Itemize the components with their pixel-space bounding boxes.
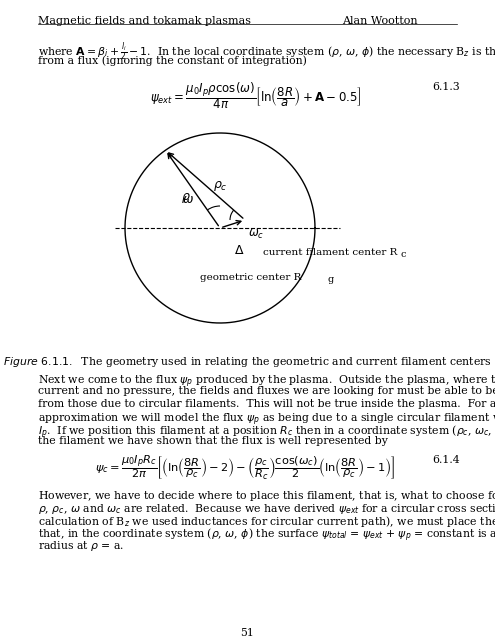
Text: the filament we have shown that the flux is well represented by: the filament we have shown that the flux… [38, 436, 388, 447]
Text: current and no pressure, the fields and fluxes we are looking for must be able t: current and no pressure, the fields and … [38, 387, 495, 397]
Text: $\it{Figure\ 6.1.1.}$  The geometry used in relating the geometric and current f: $\it{Figure\ 6.1.1.}$ The geometry used … [3, 355, 492, 369]
Text: $I_p$.  If we position this filament at a position $R_c$ then in a coordinate sy: $I_p$. If we position this filament at a… [38, 424, 495, 442]
Text: $\psi_{ext} = \dfrac{\mu_0 I_p \rho \cos(\omega)}{4\pi} \left[ \ln\!\left(\dfrac: $\psi_{ext} = \dfrac{\mu_0 I_p \rho \cos… [150, 80, 361, 111]
Text: 6.1.4: 6.1.4 [432, 455, 460, 465]
Text: geometric center R: geometric center R [200, 273, 301, 282]
Text: Magnetic fields and tokamak plasmas: Magnetic fields and tokamak plasmas [38, 16, 251, 26]
Text: approximation we will model the flux $\psi_p$ as being due to a single circular : approximation we will model the flux $\p… [38, 412, 495, 428]
Text: from those due to circular filaments.  This will not be true inside the plasma. : from those due to circular filaments. Th… [38, 399, 495, 409]
Text: g: g [328, 275, 334, 284]
Text: 51: 51 [241, 628, 254, 638]
Text: $\rho_c$: $\rho_c$ [213, 179, 228, 193]
Text: $\Delta$: $\Delta$ [235, 244, 245, 257]
Text: $\psi_c = \dfrac{\mu_0 I_p R_c}{2\pi} \left[ \left( \ln\!\left(\dfrac{8R}{\rho_c: $\psi_c = \dfrac{\mu_0 I_p R_c}{2\pi} \l… [95, 453, 396, 481]
Text: However, we have to decide where to place this filament, that is, what to choose: However, we have to decide where to plac… [38, 489, 495, 503]
Text: radius at $\rho$ = a.: radius at $\rho$ = a. [38, 539, 124, 553]
Text: current filament center R: current filament center R [263, 248, 397, 257]
Text: $\omega_c$: $\omega_c$ [248, 228, 264, 241]
Text: $\rho$: $\rho$ [181, 191, 191, 205]
Text: $\rho$, $\rho_c$, $\omega$ and $\omega_c$ are related.  Because we have derived : $\rho$, $\rho_c$, $\omega$ and $\omega_c… [38, 502, 495, 516]
Text: from a flux (ignoring the constant of integration): from a flux (ignoring the constant of in… [38, 55, 307, 65]
Text: that, in the coordinate system ($\rho$, $\omega$, $\phi$) the surface $\psi_{tot: that, in the coordinate system ($\rho$, … [38, 527, 495, 544]
Text: 6.1.3: 6.1.3 [432, 82, 460, 92]
Text: Alan Wootton: Alan Wootton [342, 16, 418, 26]
Text: $\omega$: $\omega$ [182, 193, 194, 206]
Text: calculation of B$_z$ we used inductances for circular current path), we must pla: calculation of B$_z$ we used inductances… [38, 514, 495, 529]
Text: c: c [401, 250, 406, 259]
Text: Next we come to the flux $\psi_p$ produced by the plasma.  Outside the plasma, w: Next we come to the flux $\psi_p$ produc… [38, 374, 495, 390]
Text: where $\mathbf{A} = \beta_i + \frac{l_i}{2} - 1$.  In the local coordinate syste: where $\mathbf{A} = \beta_i + \frac{l_i}… [38, 40, 495, 63]
